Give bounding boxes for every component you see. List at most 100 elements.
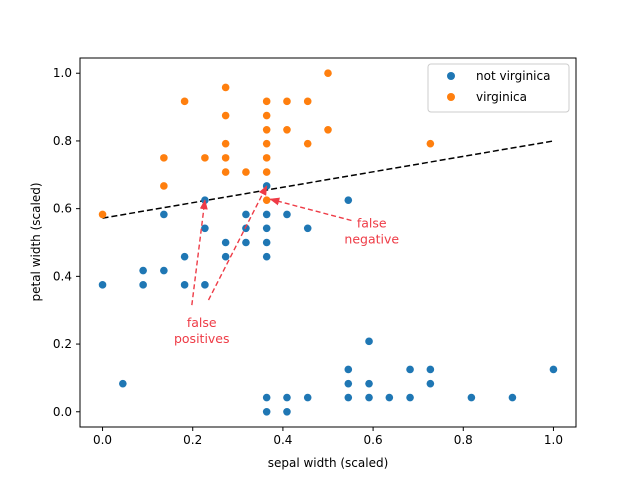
point-not-virginica xyxy=(303,224,312,233)
point-virginica xyxy=(221,154,230,162)
point-virginica xyxy=(303,97,312,106)
annotation-arrow xyxy=(191,199,208,306)
x-tick-label: 0.0 xyxy=(93,433,112,447)
y-tick-label: 0.2 xyxy=(53,337,72,351)
legend-box xyxy=(427,63,570,113)
point-not-virginica xyxy=(344,365,353,374)
point-virginica xyxy=(283,97,291,106)
data-points-group xyxy=(98,69,558,416)
annotations-group: false positives false negative xyxy=(174,185,399,346)
point-not-virginica xyxy=(262,407,271,416)
point-not-virginica xyxy=(180,252,189,261)
point-virginica xyxy=(262,139,271,148)
annotation-arrow xyxy=(269,197,352,222)
y-tick-label: 0.0 xyxy=(53,405,72,419)
point-not-virginica xyxy=(426,379,435,388)
point-virginica xyxy=(221,139,230,148)
point-not-virginica xyxy=(139,266,147,275)
y-tick-label: 0.8 xyxy=(53,134,72,148)
plot-area xyxy=(80,58,576,427)
point-not-virginica xyxy=(365,337,373,346)
point-virginica xyxy=(324,125,332,134)
point-not-virginica xyxy=(344,196,353,204)
y-tick-label: 1.0 xyxy=(53,66,72,80)
point-not-virginica xyxy=(160,266,168,275)
point-virginica xyxy=(221,111,230,120)
point-not-virginica xyxy=(262,393,271,402)
y-tick-label: 0.6 xyxy=(53,202,72,216)
point-virginica xyxy=(262,168,271,176)
point-not-virginica xyxy=(283,210,291,219)
legend-marker-virginica xyxy=(447,93,455,101)
decision-boundary-line xyxy=(102,140,554,219)
y-tick-label: 0.4 xyxy=(53,269,72,283)
point-virginica xyxy=(201,154,209,162)
point-not-virginica xyxy=(303,393,312,402)
point-not-virginica xyxy=(262,210,271,219)
point-virginica xyxy=(242,168,250,176)
point-not-virginica xyxy=(426,365,435,374)
point-virginica xyxy=(160,154,168,162)
point-virginica xyxy=(303,139,312,148)
point-not-virginica xyxy=(344,379,353,388)
point-not-virginica xyxy=(201,281,209,289)
y-axis-ticks: 0.0 0.2 0.4 0.6 0.8 1.0 xyxy=(53,66,80,419)
axes-frame xyxy=(79,57,577,428)
point-not-virginica xyxy=(262,238,271,247)
point-virginica xyxy=(262,97,271,106)
legend-label-not-virginica: not virginica xyxy=(476,69,550,83)
point-virginica xyxy=(221,168,230,176)
point-not-virginica xyxy=(262,224,271,233)
point-not-virginica xyxy=(139,281,147,289)
point-virginica xyxy=(221,83,230,92)
point-not-virginica xyxy=(467,393,476,402)
x-tick-label: 0.2 xyxy=(183,433,202,447)
x-axis-ticks: 0.0 0.2 0.4 0.6 0.8 1.0 xyxy=(93,427,563,447)
annotation-arrow xyxy=(207,185,268,301)
decision-boundary-group xyxy=(102,140,554,219)
point-not-virginica xyxy=(365,379,373,388)
point-not-virginica xyxy=(508,393,517,402)
x-axis-label: sepal width (scaled) xyxy=(268,456,389,470)
point-virginica xyxy=(262,154,271,162)
point-not-virginica xyxy=(344,393,353,402)
y-axis-label: petal width (scaled) xyxy=(29,183,43,302)
x-tick-label: 0.8 xyxy=(454,433,473,447)
legend-label-virginica: virginica xyxy=(476,90,527,104)
point-not-virginica xyxy=(242,224,250,233)
point-virginica xyxy=(262,196,271,204)
point-not-virginica xyxy=(242,238,250,247)
false-positives-label: false positives xyxy=(174,315,230,346)
point-not-virginica xyxy=(221,252,230,261)
point-virginica xyxy=(98,210,107,219)
point-not-virginica xyxy=(201,224,209,233)
point-virginica xyxy=(262,125,271,134)
point-not-virginica xyxy=(262,182,271,190)
point-not-virginica xyxy=(98,281,107,289)
point-not-virginica xyxy=(242,210,250,219)
point-not-virginica xyxy=(406,365,414,374)
point-not-virginica xyxy=(160,210,168,219)
point-not-virginica xyxy=(406,393,414,402)
point-not-virginica xyxy=(221,238,230,247)
x-tick-label: 1.0 xyxy=(544,433,563,447)
false-negative-label: false negative xyxy=(344,215,399,246)
point-not-virginica xyxy=(262,252,271,261)
point-not-virginica xyxy=(180,281,189,289)
point-not-virginica xyxy=(549,365,558,374)
legend-marker-not-virginica xyxy=(447,72,455,80)
x-tick-label: 0.4 xyxy=(273,433,292,447)
point-virginica xyxy=(262,111,271,120)
point-virginica xyxy=(180,97,189,106)
legend: not virginica virginica xyxy=(427,63,570,113)
point-virginica xyxy=(324,69,332,78)
point-not-virginica xyxy=(119,379,127,388)
point-virginica xyxy=(426,139,435,148)
point-not-virginica xyxy=(283,407,291,416)
point-not-virginica xyxy=(283,393,291,402)
point-not-virginica xyxy=(385,393,394,402)
point-not-virginica xyxy=(365,393,373,402)
point-virginica xyxy=(283,125,291,134)
point-virginica xyxy=(160,182,168,190)
